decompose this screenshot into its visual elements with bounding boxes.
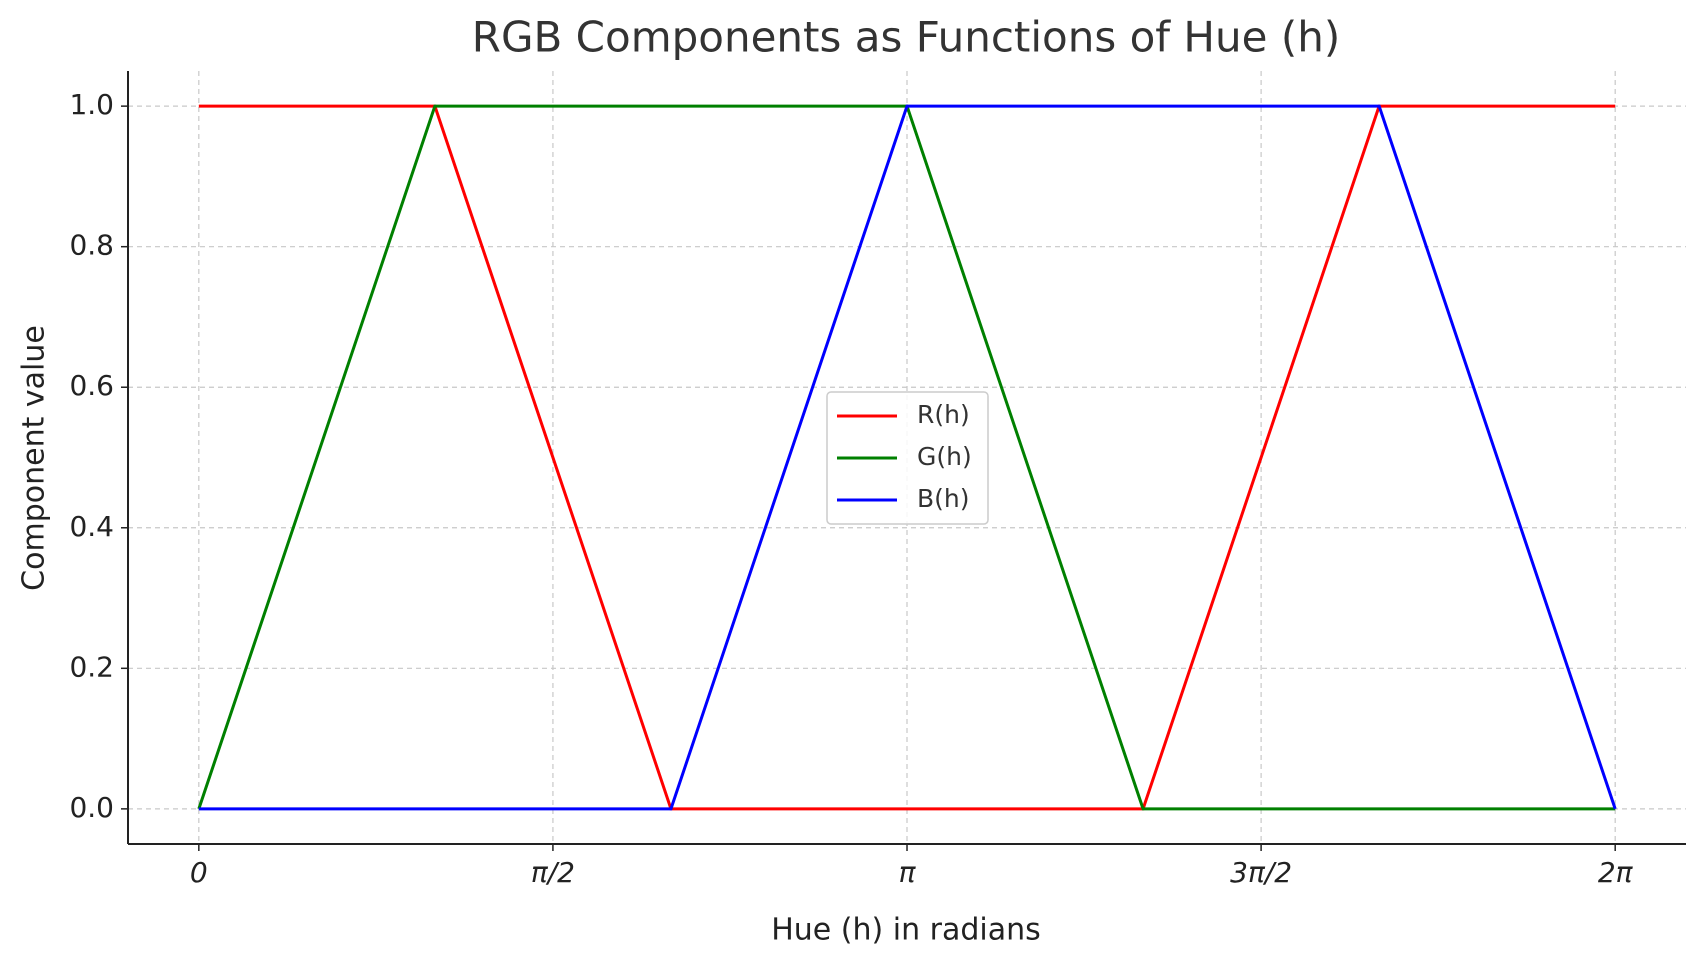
y-tick-label: 0.0 <box>69 791 114 824</box>
x-tick-label: 3π/2 <box>1230 856 1292 889</box>
line-series <box>198 104 1617 811</box>
y-tick-label: 0.6 <box>69 369 114 402</box>
x-tick-label: 0 <box>190 856 208 889</box>
x-tick-label: π <box>899 856 917 889</box>
legend-label: G(h) <box>917 442 972 471</box>
x-axis-label: Hue (h) in radians <box>771 913 1041 948</box>
legend-label: B(h) <box>917 484 970 513</box>
y-axis-label: Component value <box>17 325 52 591</box>
y-tick-label: 1.0 <box>69 88 114 121</box>
chart-title: RGB Components as Functions of Hue (h) <box>472 13 1340 62</box>
legend-label: R(h) <box>917 400 970 429</box>
legend-box <box>826 391 989 525</box>
x-tick-label: 2π <box>1598 856 1634 889</box>
x-tick-label: π/2 <box>531 856 575 889</box>
y-tick-label: 0.2 <box>69 650 114 683</box>
y-tick-label: 0.8 <box>69 229 114 262</box>
y-tick-label: 0.4 <box>69 510 114 543</box>
